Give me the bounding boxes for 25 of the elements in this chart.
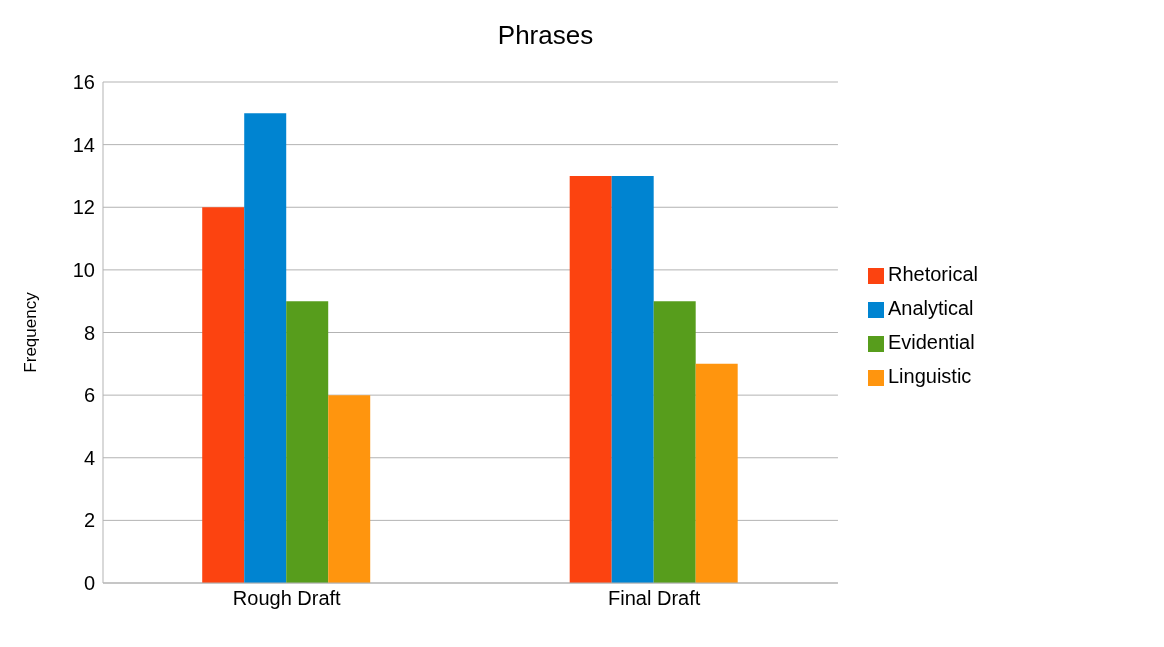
x-tick-label: Final Draft [608, 587, 701, 610]
bar [202, 207, 245, 583]
bar [286, 301, 329, 583]
y-tick-label: 6 [83, 384, 95, 407]
x-tick-label: Rough Draft [232, 587, 342, 610]
bar [328, 395, 371, 583]
y-tick-label: 8 [83, 321, 95, 344]
y-tick-label: 0 [83, 572, 95, 595]
y-tick-label: 12 [72, 196, 95, 219]
y-tick-label: 2 [83, 509, 95, 532]
bar [653, 301, 696, 583]
chart-title: Phrases [496, 20, 595, 51]
y-axis-title: Frequency [21, 291, 41, 373]
bar [244, 113, 287, 583]
legend-label: Linguistic [887, 364, 972, 387]
bar [611, 175, 654, 583]
y-tick-label: 14 [72, 133, 95, 156]
y-tick-label: 10 [72, 258, 95, 281]
legend-label: Analytical [887, 296, 974, 319]
legend-label: Rhetorical [887, 262, 978, 285]
bar [695, 363, 738, 583]
y-tick-label: 4 [83, 446, 95, 469]
legend-label: Evidential [887, 330, 975, 353]
bar [569, 175, 612, 583]
y-tick-label: 16 [72, 71, 95, 94]
